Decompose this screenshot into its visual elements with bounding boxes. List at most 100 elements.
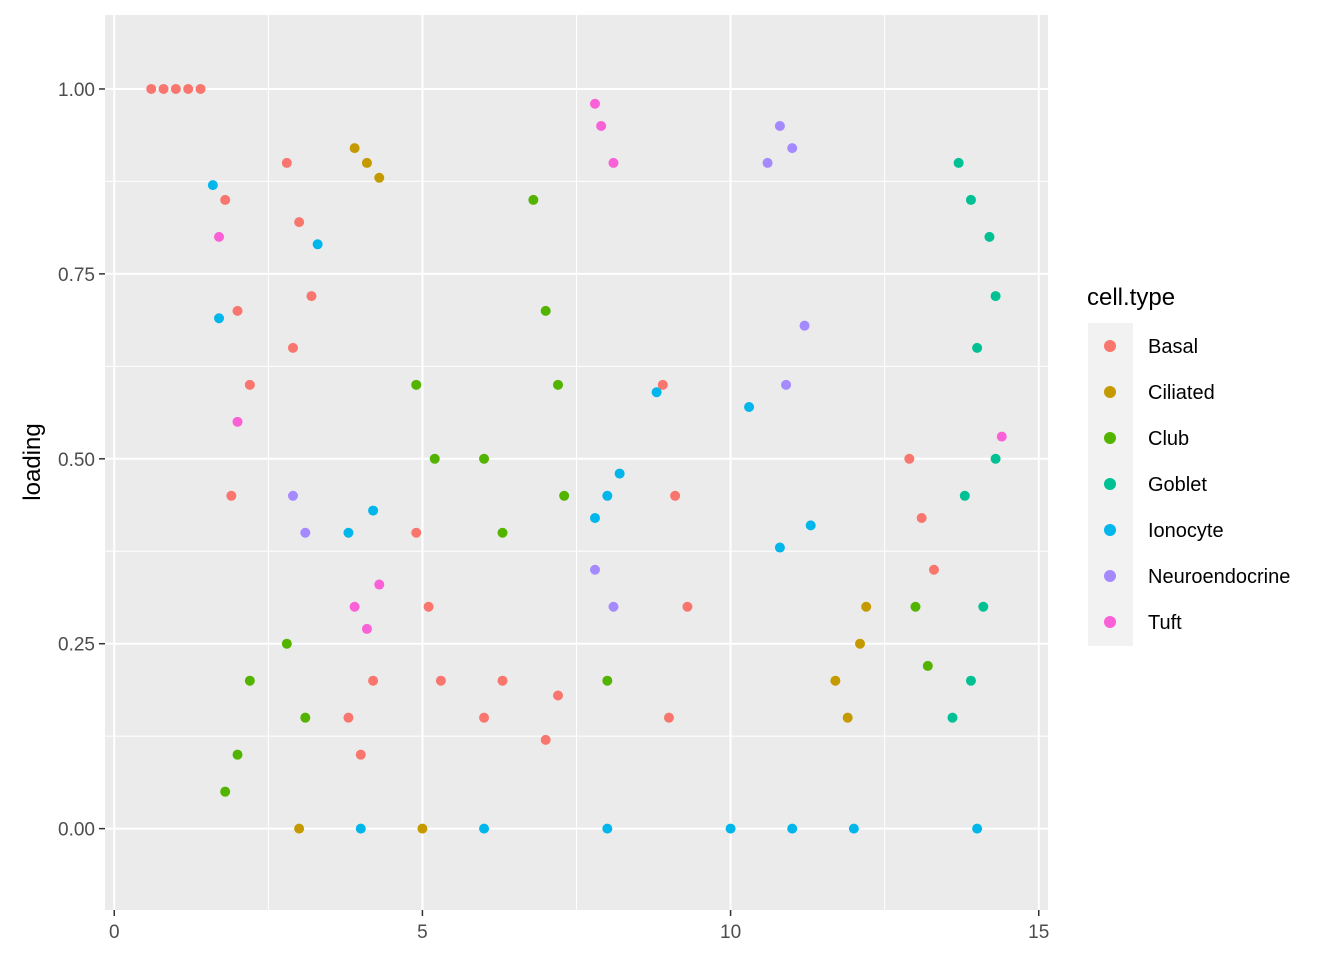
data-point-club <box>479 453 490 464</box>
data-point-club <box>553 379 564 390</box>
data-point-goblet <box>984 231 995 242</box>
data-point-goblet <box>953 157 964 168</box>
data-point-basal <box>497 675 508 686</box>
data-point-tuft <box>214 231 225 242</box>
data-point-club <box>232 749 243 760</box>
data-point-neuroendocrine <box>762 157 773 168</box>
data-point-goblet <box>972 342 983 353</box>
legend-label-neuroendocrine: Neuroendocrine <box>1148 566 1290 588</box>
data-point-tuft <box>589 98 600 109</box>
data-point-club <box>497 527 508 538</box>
data-point-ionocyte <box>343 527 354 538</box>
data-point-ionocyte <box>651 387 662 398</box>
legend-label-goblet: Goblet <box>1148 474 1207 496</box>
x-axis: 0 5 10 15 <box>109 910 1049 943</box>
data-point-ionocyte <box>848 823 859 834</box>
data-point-basal <box>158 83 169 94</box>
data-points <box>146 83 1007 834</box>
y-tick-label: 1.00 <box>58 80 95 101</box>
data-point-ciliated <box>842 712 853 723</box>
major-gridlines <box>105 15 1048 910</box>
data-point-ciliated <box>855 638 866 649</box>
legend-key-neuroendocrine <box>1104 570 1116 582</box>
data-point-ionocyte <box>479 823 490 834</box>
data-point-ciliated <box>861 601 872 612</box>
data-point-basal <box>195 83 206 94</box>
legend: cell.type Basal Ciliated Club Goblet Ionocyt… <box>1087 284 1290 646</box>
y-tick-label: 0.50 <box>58 450 95 471</box>
y-tick-label: 0.25 <box>58 635 95 656</box>
data-point-ionocyte <box>214 313 225 324</box>
data-point-ionocyte <box>725 823 736 834</box>
data-point-basal <box>368 675 379 686</box>
data-point-neuroendocrine <box>589 564 600 575</box>
data-point-ionocyte <box>368 505 379 516</box>
data-point-ionocyte <box>602 823 613 834</box>
data-point-ionocyte <box>312 239 323 250</box>
minor-gridlines <box>105 15 1048 910</box>
x-tick-label: 5 <box>417 922 428 943</box>
data-point-club <box>559 490 570 501</box>
data-point-neuroendocrine <box>300 527 311 538</box>
data-point-basal <box>663 712 674 723</box>
legend-label-tuft: Tuft <box>1148 612 1182 634</box>
data-point-basal <box>306 291 317 302</box>
data-point-goblet <box>965 194 976 205</box>
legend-label-basal: Basal <box>1148 336 1198 358</box>
legend-title: cell.type <box>1087 284 1175 311</box>
data-point-club <box>922 660 933 671</box>
data-point-ionocyte <box>774 542 785 553</box>
data-point-ionocyte <box>355 823 366 834</box>
data-point-basal <box>170 83 181 94</box>
data-point-basal <box>343 712 354 723</box>
data-point-neuroendocrine <box>787 143 798 154</box>
legend-label-club: Club <box>1148 428 1189 450</box>
data-point-neuroendocrine <box>799 320 810 331</box>
data-point-basal <box>657 379 668 390</box>
data-point-basal <box>411 527 422 538</box>
y-axis: 0.00 0.25 0.50 0.75 1.00 <box>58 80 105 841</box>
data-point-club <box>300 712 311 723</box>
legend-key-tuft <box>1104 616 1116 628</box>
data-point-ciliated <box>830 675 841 686</box>
data-point-basal <box>435 675 446 686</box>
legend-label-ionocyte: Ionocyte <box>1148 520 1224 542</box>
data-point-club <box>281 638 292 649</box>
legend-key-ionocyte <box>1104 524 1116 536</box>
data-point-ciliated <box>417 823 428 834</box>
data-point-ciliated <box>349 143 360 154</box>
legend-label-ciliated: Ciliated <box>1148 382 1215 404</box>
legend-key-basal <box>1104 340 1116 352</box>
data-point-basal <box>916 512 927 523</box>
data-point-club <box>220 786 231 797</box>
legend-items: Basal Ciliated Club Goblet Ionocyte Neuroendo… <box>1104 336 1290 634</box>
data-point-ionocyte <box>589 512 600 523</box>
data-point-goblet <box>959 490 970 501</box>
data-point-tuft <box>374 579 385 590</box>
data-point-ciliated <box>374 172 385 183</box>
data-point-tuft <box>232 416 243 427</box>
data-point-tuft <box>596 120 607 131</box>
data-point-goblet <box>947 712 958 723</box>
data-point-tuft <box>608 157 619 168</box>
data-point-ionocyte <box>805 520 816 531</box>
data-point-basal <box>904 453 915 464</box>
data-point-basal <box>540 734 551 745</box>
data-point-ionocyte <box>744 402 755 413</box>
data-point-basal <box>682 601 693 612</box>
data-point-neuroendocrine <box>287 490 298 501</box>
legend-key-goblet <box>1104 478 1116 490</box>
data-point-ionocyte <box>787 823 798 834</box>
data-point-goblet <box>990 291 1001 302</box>
data-point-ionocyte <box>602 490 613 501</box>
data-point-basal <box>183 83 194 94</box>
data-point-basal <box>479 712 490 723</box>
data-point-ionocyte <box>207 180 218 191</box>
legend-key-club <box>1104 432 1116 444</box>
x-tick-label: 0 <box>109 922 120 943</box>
data-point-basal <box>287 342 298 353</box>
data-point-neuroendocrine <box>608 601 619 612</box>
y-axis-title: loading <box>19 423 46 500</box>
data-point-goblet <box>965 675 976 686</box>
data-point-goblet <box>978 601 989 612</box>
